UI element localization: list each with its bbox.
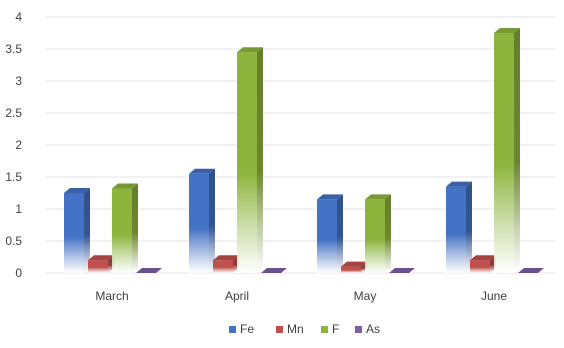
y-tick-label: 0: [15, 266, 22, 280]
x-tick-label: May: [354, 289, 377, 303]
bar-F-March: [112, 183, 138, 273]
legend-item-Mn: Mn: [276, 322, 304, 336]
bar-Fe-March: [64, 188, 90, 273]
bar-As-June: [518, 268, 544, 273]
bar-side: [257, 47, 263, 274]
legend-label: F: [332, 322, 339, 336]
legend-swatch: [321, 326, 328, 333]
bar-top: [136, 268, 162, 273]
bar-top: [365, 194, 391, 200]
x-axis-tick-labels: March April May June: [95, 289, 507, 303]
y-axis-tick-labels: 0 0.5 1 1.5 2 2.5 3 3.5 4: [5, 10, 22, 280]
bar-side: [385, 194, 391, 273]
bar-side: [337, 194, 343, 273]
bars: [64, 28, 544, 274]
y-tick-label: 1.5: [5, 170, 22, 184]
bar-top: [446, 181, 472, 187]
bar-front: [189, 173, 209, 273]
y-tick-label: 2.5: [5, 106, 22, 120]
legend-item-F: F: [321, 322, 339, 336]
bar-front: [64, 193, 84, 273]
bar-Fe-May: [317, 194, 343, 273]
bar-Fe-June: [446, 181, 472, 273]
bar-front: [213, 260, 233, 273]
legend-label: Fe: [240, 322, 254, 336]
legend-label: Mn: [287, 322, 304, 336]
y-tick-label: 0.5: [5, 234, 22, 248]
bar-Mn-March: [88, 255, 114, 273]
legend-swatch: [229, 326, 236, 333]
bar-front: [365, 199, 385, 273]
bar-top: [518, 268, 544, 273]
bar-top: [317, 194, 343, 200]
bar-Mn-May: [341, 261, 367, 273]
bar-front: [88, 260, 108, 273]
y-tick-label: 3: [15, 74, 22, 88]
bar-top: [261, 268, 287, 273]
bar-side: [466, 181, 472, 273]
bar-As-March: [136, 268, 162, 273]
legend-swatch: [276, 326, 283, 333]
bar-top: [494, 28, 520, 33]
bar-top: [389, 268, 415, 273]
bar-top: [112, 183, 138, 189]
legend-item-As: As: [355, 322, 380, 336]
bar-side: [132, 183, 138, 273]
x-tick-label: April: [225, 289, 249, 303]
bar-Mn-April: [213, 255, 239, 273]
bar-front: [341, 266, 361, 273]
x-tick-label: June: [481, 289, 507, 303]
legend-swatch: [355, 326, 362, 333]
bar-top: [88, 255, 114, 261]
bar-As-May: [389, 268, 415, 273]
bar-side: [514, 28, 520, 273]
bar-top: [213, 255, 239, 261]
bar-top: [64, 188, 90, 193]
bar-Mn-June: [470, 255, 496, 273]
bar-front: [494, 33, 514, 273]
bar-front: [317, 199, 337, 273]
bar-top: [237, 47, 263, 53]
y-tick-label: 3.5: [5, 42, 22, 56]
bar-F-May: [365, 194, 391, 273]
bar-front: [237, 52, 257, 274]
bar-top: [470, 255, 496, 261]
y-tick-label: 1: [15, 202, 22, 216]
bar-top: [341, 261, 367, 267]
bar-front: [470, 260, 490, 273]
bar-front: [112, 188, 132, 273]
bar-front: [446, 186, 466, 273]
legend: Fe Mn F As: [229, 322, 380, 336]
bar-side: [209, 168, 215, 273]
y-tick-label: 4: [15, 10, 22, 24]
x-tick-label: March: [95, 289, 128, 303]
bar-side: [84, 188, 90, 273]
bar-As-April: [261, 268, 287, 273]
legend-item-Fe: Fe: [229, 322, 254, 336]
bar-Fe-April: [189, 168, 215, 273]
bar-F-June: [494, 28, 520, 273]
legend-label: As: [366, 322, 380, 336]
bar-top: [189, 168, 215, 174]
bar-F-April: [237, 47, 263, 274]
y-tick-label: 2: [15, 138, 22, 152]
